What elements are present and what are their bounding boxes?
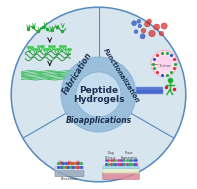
Circle shape <box>146 18 152 25</box>
Text: Fabrication: Fabrication <box>61 51 94 97</box>
Circle shape <box>140 34 145 39</box>
Text: Functionalization: Functionalization <box>102 47 140 104</box>
Text: Peptide: Peptide <box>79 86 118 95</box>
Circle shape <box>141 29 146 33</box>
Circle shape <box>159 31 164 36</box>
Circle shape <box>145 21 150 27</box>
Text: Tumor: Tumor <box>158 64 171 68</box>
FancyBboxPatch shape <box>55 167 84 171</box>
Text: Biosensor: Biosensor <box>61 177 78 181</box>
FancyBboxPatch shape <box>103 172 139 179</box>
Wedge shape <box>12 8 98 138</box>
Text: Tissue
Engineering: Tissue Engineering <box>121 151 138 160</box>
Circle shape <box>157 56 172 71</box>
Circle shape <box>61 57 136 132</box>
FancyBboxPatch shape <box>103 168 139 174</box>
FancyBboxPatch shape <box>103 166 139 169</box>
Circle shape <box>162 24 167 29</box>
Circle shape <box>138 24 142 28</box>
Circle shape <box>136 19 141 24</box>
Circle shape <box>132 22 136 25</box>
Circle shape <box>76 72 121 117</box>
Circle shape <box>149 31 155 36</box>
Wedge shape <box>98 8 185 138</box>
Circle shape <box>154 25 159 29</box>
Wedge shape <box>23 113 174 181</box>
Text: Hydrogels: Hydrogels <box>73 95 124 104</box>
FancyBboxPatch shape <box>55 171 84 177</box>
Text: Bioapplications: Bioapplications <box>65 116 132 125</box>
Text: Drug
Delivery: Drug Delivery <box>105 151 116 160</box>
Circle shape <box>151 50 177 77</box>
Circle shape <box>134 29 138 34</box>
Circle shape <box>11 7 186 182</box>
